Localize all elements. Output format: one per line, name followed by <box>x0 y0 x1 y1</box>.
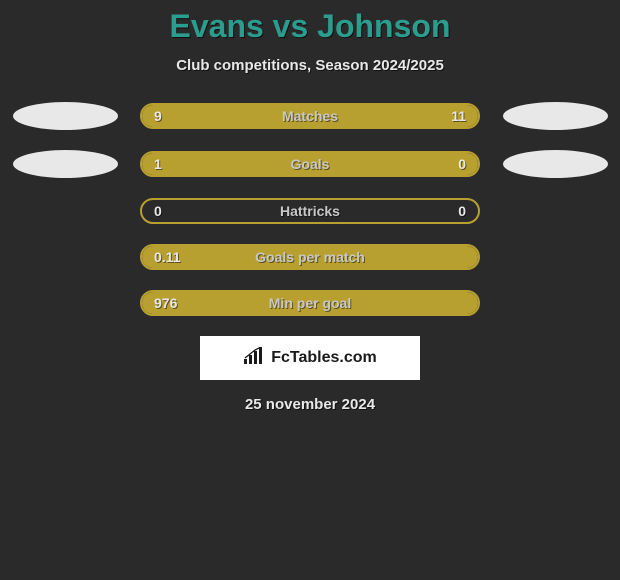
bar-fill-left <box>142 105 293 127</box>
value-left: 9 <box>154 108 162 124</box>
bar-goals-per-match: 0.11 Goals per match <box>140 244 480 270</box>
value-left: 0 <box>154 203 162 219</box>
value-left: 1 <box>154 156 162 172</box>
left-player-oval <box>13 102 118 130</box>
left-oval-wrap <box>10 150 120 178</box>
left-player-oval <box>13 150 118 178</box>
stat-row-min-per-goal: 976 Min per goal <box>0 290 620 316</box>
stat-row-hattricks: 0 Hattricks 0 <box>0 198 620 224</box>
stat-row-goals: 1 Goals 0 <box>0 150 620 178</box>
right-oval-wrap <box>500 102 610 130</box>
bar-goals: 1 Goals 0 <box>140 151 480 177</box>
bar-hattricks: 0 Hattricks 0 <box>140 198 480 224</box>
metric-label: Goals <box>291 156 330 172</box>
bar-chart-icon <box>243 347 265 370</box>
metric-label: Min per goal <box>269 295 351 311</box>
right-player-oval <box>503 150 608 178</box>
value-left: 0.11 <box>154 249 180 265</box>
value-right: 0 <box>458 203 466 219</box>
bar-fill-left <box>142 153 411 175</box>
left-oval-wrap <box>10 102 120 130</box>
logo-text: FcTables.com <box>271 349 377 367</box>
page-title: Evans vs Johnson <box>0 8 620 45</box>
metric-label: Hattricks <box>280 203 340 219</box>
right-player-oval <box>503 102 608 130</box>
value-right: 0 <box>458 156 466 172</box>
value-right: 11 <box>451 108 466 124</box>
bar-fill-right <box>411 153 478 175</box>
metric-label: Matches <box>282 108 338 124</box>
bar-min-per-goal: 976 Min per goal <box>140 290 480 316</box>
stat-row-goals-per-match: 0.11 Goals per match <box>0 244 620 270</box>
subtitle: Club competitions, Season 2024/2025 <box>0 57 620 74</box>
stat-row-matches: 9 Matches 11 <box>0 102 620 130</box>
infographic-container: Evans vs Johnson Club competitions, Seas… <box>0 0 620 413</box>
source-logo: FcTables.com <box>200 336 420 380</box>
date-text: 25 november 2024 <box>0 396 620 413</box>
right-oval-wrap <box>500 150 610 178</box>
metric-label: Goals per match <box>255 249 365 265</box>
bar-matches: 9 Matches 11 <box>140 103 480 129</box>
value-left: 976 <box>154 295 177 311</box>
